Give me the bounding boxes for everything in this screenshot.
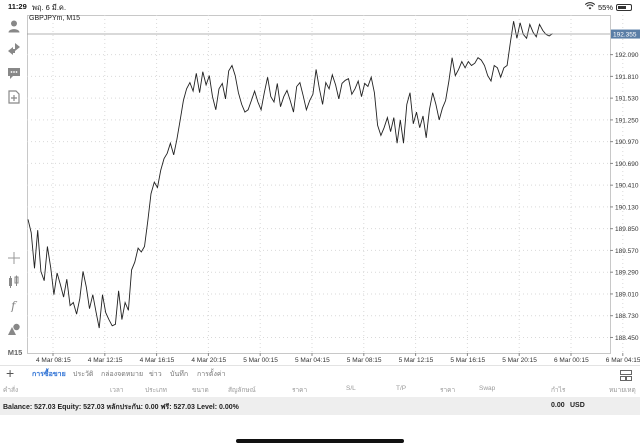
price-chart[interactable]: 192.090 191.810 191.530 191.250 190.970 190.6… — [27, 13, 640, 365]
y-tick-label: 190.970 — [615, 139, 639, 146]
crosshair-icon — [7, 251, 20, 264]
x-tick-label: 5 Mar 00:15 — [243, 357, 278, 364]
add-button[interactable]: + — [6, 365, 15, 381]
y-tick-label: 188.450 — [615, 335, 639, 342]
trade-arrows-icon — [7, 42, 20, 55]
home-indicator[interactable] — [236, 439, 404, 443]
tab-history[interactable]: ประวัติ — [73, 371, 94, 378]
y-axis: 192.090 191.810 191.530 191.250 190.970 190.6… — [610, 52, 639, 342]
orders-header: คำสั่ง เวลา ประเภท ขนาด สัญลักษณ์ ราคา S… — [0, 381, 640, 397]
new-order-icon — [7, 89, 20, 104]
chat-icon — [7, 67, 20, 79]
x-tick-label: 4 Mar 12:15 — [88, 357, 123, 364]
y-tick-label: 190.690 — [615, 161, 639, 168]
status-date: พฤ. 6 มี.ค. — [32, 3, 67, 12]
current-price-tag — [611, 29, 640, 39]
trade-button[interactable] — [4, 39, 23, 58]
col-swap[interactable]: Swap — [479, 385, 496, 392]
chart-symbol-label: GBPJPYm, M15 — [29, 15, 80, 22]
y-tick-label: 191.530 — [615, 96, 639, 103]
x-tick-label: 5 Mar 04:15 — [295, 357, 330, 364]
timeframe-label[interactable]: M15 — [7, 348, 23, 357]
profit-total: 0.00 — [551, 402, 565, 409]
y-tick-label: 189.570 — [615, 248, 639, 255]
col-volume[interactable]: ขนาด — [192, 387, 209, 394]
x-tick-label: 5 Mar 20:15 — [502, 357, 537, 364]
bottom-tabs: + การซื้อขาย ประวัติ กล่องจดหมาย ข่าว บั… — [0, 365, 640, 383]
y-tick-label: 191.250 — [615, 117, 639, 124]
col-sl[interactable]: S/L — [346, 385, 356, 392]
tab-settings[interactable]: การตั้งค่า — [197, 371, 226, 378]
x-axis: 4 Mar 08:15 4 Mar 12:15 4 Mar 16:15 4 Mar 2… — [36, 353, 640, 364]
y-tick-label: 190.130 — [615, 204, 639, 211]
indicators-icon — [8, 275, 18, 288]
y-tick-label: 189.010 — [615, 291, 639, 298]
wifi-icon — [584, 2, 596, 12]
col-time[interactable]: เวลา — [110, 387, 124, 394]
chat-button[interactable] — [4, 63, 23, 82]
crosshair-button[interactable] — [4, 248, 23, 267]
col-tp[interactable]: T/P — [396, 385, 407, 392]
indicators-button[interactable] — [4, 272, 23, 291]
col-current-price[interactable]: ราคา — [440, 387, 456, 394]
balance-summary: Balance: 527.03 Equity: 527.03 หลักประกั… — [3, 404, 239, 411]
x-tick-label: 5 Mar 12:15 — [399, 357, 434, 364]
function-button[interactable]: f — [4, 295, 23, 314]
x-tick-label: 4 Mar 20:15 — [191, 357, 226, 364]
status-time: 11:29 — [8, 2, 27, 11]
account-icon — [8, 20, 19, 32]
y-tick-label: 191.810 — [615, 74, 639, 81]
col-order[interactable]: คำสั่ง — [3, 387, 19, 394]
battery-icon — [616, 3, 632, 11]
status-bar: 11:29 พฤ. 6 มี.ค. 55% — [0, 0, 640, 13]
plot-frame — [27, 15, 611, 354]
function-icon: f — [10, 299, 18, 312]
col-symbol[interactable]: สัญลักษณ์ — [228, 387, 256, 394]
objects-button[interactable] — [4, 319, 23, 338]
y-tick-label: 189.850 — [615, 226, 639, 233]
balance-row: Balance: 527.03 Equity: 527.03 หลักประกั… — [0, 397, 640, 415]
layout-icon[interactable] — [620, 368, 632, 381]
col-comment[interactable]: หมายเหตุ — [609, 387, 636, 394]
battery-percent: 55% — [597, 2, 613, 12]
current-price-label: 192.355 — [613, 32, 637, 39]
current-price-group: 192.355 — [27, 29, 640, 39]
chart-grid — [27, 15, 624, 354]
battery-fill — [618, 5, 626, 9]
x-tick-label: 4 Mar 08:15 — [36, 357, 71, 364]
col-price[interactable]: ราคา — [292, 387, 308, 394]
y-tick-label: 190.410 — [615, 183, 639, 190]
col-profit[interactable]: กำไร — [551, 387, 566, 394]
x-tick-label: 4 Mar 16:15 — [140, 357, 175, 364]
status-right: 55% — [584, 2, 632, 12]
col-type[interactable]: ประเภท — [145, 387, 167, 394]
account-currency: USD — [570, 402, 585, 409]
objects-icon — [7, 323, 20, 335]
x-tick-label: 5 Mar 16:15 — [450, 357, 485, 364]
price-series — [27, 21, 553, 329]
account-button[interactable] — [4, 16, 23, 35]
series-line — [27, 21, 553, 329]
y-tick-label: 188.730 — [615, 313, 639, 320]
tab-news[interactable]: ข่าว — [149, 371, 162, 378]
new-order-button[interactable] — [4, 87, 23, 106]
tab-trade[interactable]: การซื้อขาย — [32, 371, 66, 383]
tab-mailbox[interactable]: กล่องจดหมาย — [101, 371, 144, 378]
x-tick-label: 5 Mar 08:15 — [347, 357, 382, 364]
x-tick-label: 6 Mar 00:15 — [554, 357, 589, 364]
y-tick-label: 189.290 — [615, 270, 639, 277]
x-tick-label: 6 Mar 04:15 — [606, 357, 640, 364]
left-toolbar: f M15 — [0, 13, 27, 363]
y-tick-label: 192.090 — [615, 52, 639, 59]
chart-svg: 192.090 191.810 191.530 191.250 190.970 190.6… — [27, 15, 640, 364]
svg-text:f: f — [10, 299, 18, 312]
tab-journal[interactable]: บันทึก — [170, 371, 189, 378]
